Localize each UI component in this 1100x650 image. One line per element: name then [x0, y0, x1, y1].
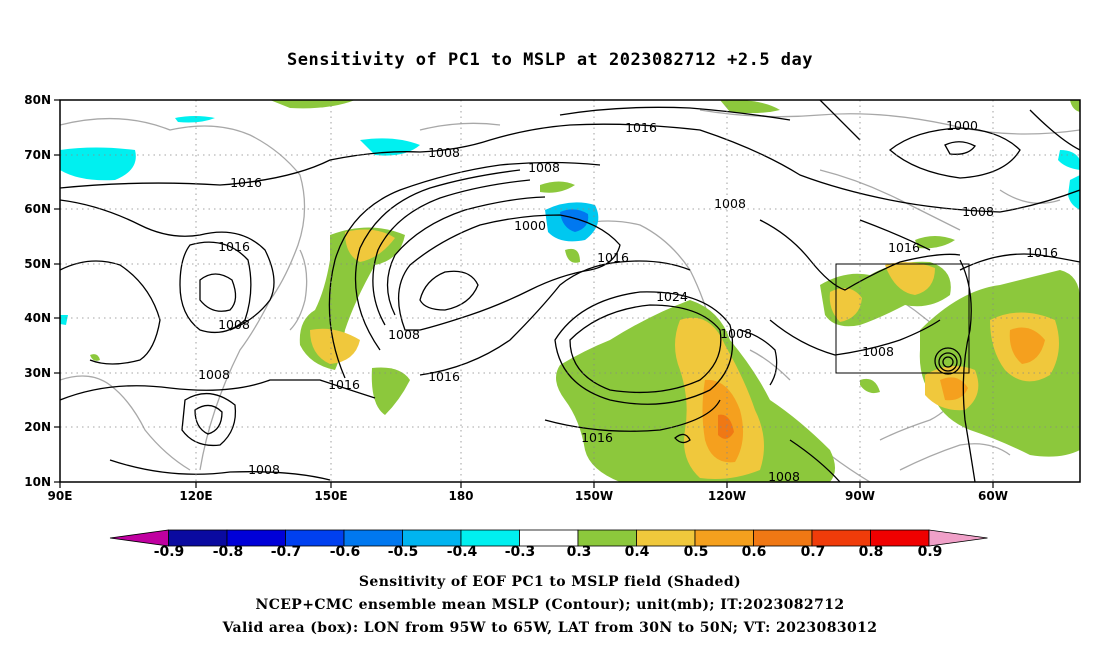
lon-label: 150E: [314, 489, 347, 503]
shade-neg-10: [60, 315, 68, 325]
contour-label: 1008: [428, 145, 460, 160]
lon-label: 60W: [978, 489, 1008, 503]
lon-label: 90W: [845, 489, 875, 503]
mslp-contours: [60, 100, 1080, 482]
lat-label: 60N: [24, 202, 51, 216]
contour-label: 1016: [328, 377, 360, 392]
shade-pos-22: [1009, 327, 1045, 364]
colorbar-tick: -0.9: [154, 544, 185, 560]
contour-label: 1008: [198, 367, 230, 382]
contour-label: 1016: [625, 120, 657, 135]
lon-label: 150W: [575, 489, 613, 503]
caption-line-1: Sensitivity of EOF PC1 to MSLP field (Sh…: [358, 574, 742, 590]
valid-area-box: [835, 263, 970, 374]
contour-label: 1008: [720, 326, 752, 341]
colorbar-tick: 0.4: [625, 544, 650, 560]
map-frame: [59, 99, 1081, 483]
colorbar-tick: 0.8: [859, 544, 884, 560]
contour-label: 1000: [946, 118, 978, 133]
lon-labels: 90E 120E 150E 180 150W 120W 90W 60W: [48, 489, 1008, 503]
shade-pos-3: [371, 367, 410, 415]
lon-axis: [59, 482, 994, 488]
contour-label: 1016: [428, 369, 460, 384]
lon-label: 180: [448, 489, 473, 503]
colorbar-tick: 0.7: [801, 544, 826, 560]
lat-label: 10N: [24, 475, 51, 489]
shade-neg-2: [360, 138, 420, 156]
colorbar-tick: -0.4: [447, 544, 478, 560]
shade-pos-9: [720, 100, 780, 114]
contour-label: 1000: [514, 218, 546, 233]
shade-pos-18: [885, 262, 935, 295]
contour-label: 1016: [888, 240, 920, 255]
shade-pos-14: [345, 229, 395, 262]
colorbar-right-arrow: [928, 529, 988, 547]
lat-label: 20N: [24, 420, 51, 434]
caption-line-3: Valid area (box): LON from 95W to 65W, L…: [222, 620, 878, 636]
shade-pos-13: [90, 354, 100, 361]
page-title: Sensitivity of PC1 to MSLP at 2023082712…: [286, 50, 813, 70]
caption-line-2: NCEP+CMC ensemble mean MSLP (Contour); u…: [255, 597, 845, 613]
lon-label: 120W: [708, 489, 746, 503]
contour-label: 1016: [218, 239, 250, 254]
colorbar-tick: 0.3: [567, 544, 592, 560]
colorbar-tick: -0.7: [271, 544, 302, 560]
contour-label: 1024: [656, 289, 688, 304]
contour-label: 1016: [230, 175, 262, 190]
colorbar-labels: -0.9 -0.8 -0.7 -0.6 -0.5 -0.4 -0.3 0.3 0…: [154, 544, 943, 560]
shade-pos-11: [860, 378, 880, 394]
shade-neg-1: [60, 147, 136, 181]
lat-label: 70N: [24, 148, 51, 162]
lat-labels: 80N 70N 60N 50N 40N 30N 20N 10N: [24, 93, 51, 489]
lat-label: 40N: [24, 311, 51, 325]
shade-neg-7: [560, 209, 589, 232]
contour-label: 1008: [528, 160, 560, 175]
contour-label: 1008: [962, 204, 994, 219]
shade-pos-4: [540, 181, 575, 193]
shade-pos-1: [270, 100, 355, 109]
contour-label: 1016: [597, 250, 629, 265]
shade-pos-10: [915, 236, 955, 249]
colorbar-tick: -0.6: [330, 544, 361, 560]
colorbar-tick: 0.6: [742, 544, 767, 560]
colorbar-tick: -0.3: [505, 544, 536, 560]
shade-pos-23: [940, 377, 968, 401]
colorbar-tick: 0.5: [684, 544, 709, 560]
lat-axis: [54, 99, 60, 483]
shade-pos-5: [565, 248, 580, 263]
contour-label: 1016: [1026, 245, 1058, 260]
contour-label: 1008: [388, 327, 420, 342]
shade-pos-12: [1070, 100, 1080, 112]
contour-label: 1008: [218, 317, 250, 332]
contour-label: 1008: [768, 469, 800, 484]
colorbar-tick: 0.9: [918, 544, 943, 560]
contour-labels: 1016 1008 1016 1008 1000 1016 1008 1008 …: [198, 118, 1058, 484]
lon-label: 90E: [48, 489, 73, 503]
lat-label: 30N: [24, 366, 51, 380]
colorbar-tick: -0.8: [213, 544, 244, 560]
colorbar: [109, 529, 988, 547]
shade-neg-4: [1058, 150, 1080, 170]
lon-label: 120E: [179, 489, 212, 503]
lat-label: 80N: [24, 93, 51, 107]
shade-pos-17: [829, 288, 862, 322]
contour-label: 1008: [862, 344, 894, 359]
contour-label: 1016: [581, 430, 613, 445]
shade-neg-3: [175, 116, 215, 123]
colorbar-tick: -0.5: [388, 544, 419, 560]
contour-label: 1008: [714, 196, 746, 211]
contour-label: 1008: [248, 462, 280, 477]
lat-label: 50N: [24, 257, 51, 271]
sensitivity-shading: [60, 100, 1080, 482]
